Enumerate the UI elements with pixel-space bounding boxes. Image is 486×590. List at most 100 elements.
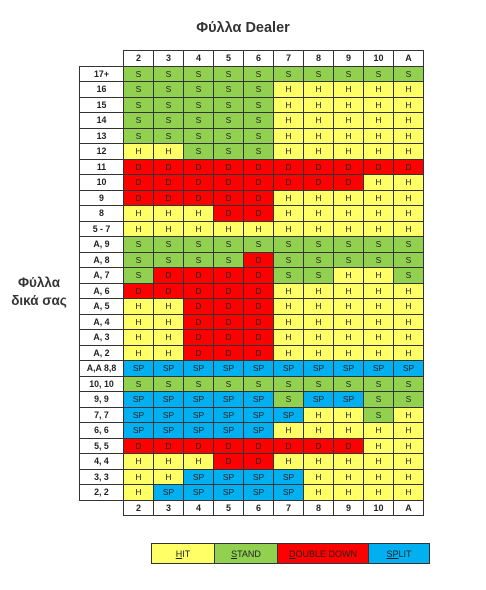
- action-cell: H: [303, 205, 334, 222]
- action-cell: SP: [213, 422, 244, 439]
- action-cell: S: [243, 143, 274, 160]
- action-cell: D: [273, 158, 304, 175]
- action-cell: H: [333, 267, 364, 284]
- action-cell: S: [363, 236, 394, 253]
- action-cell: H: [303, 189, 334, 206]
- action-cell: D: [123, 282, 154, 299]
- dealer-footer-card: 6: [243, 499, 274, 516]
- action-cell: H: [153, 313, 184, 330]
- action-cell: H: [213, 220, 244, 237]
- action-cell: SP: [213, 391, 244, 408]
- action-cell: H: [273, 298, 304, 315]
- action-cell: H: [363, 298, 394, 315]
- side-label-line-2: δικά σας: [11, 293, 67, 308]
- action-cell: H: [153, 298, 184, 315]
- action-cell: D: [273, 174, 304, 191]
- action-cell: H: [273, 143, 304, 160]
- action-cell: D: [213, 313, 244, 330]
- action-cell: S: [183, 65, 214, 82]
- action-cell: S: [213, 65, 244, 82]
- action-cell: SP: [153, 484, 184, 501]
- action-cell: SP: [273, 484, 304, 501]
- action-cell: H: [363, 143, 394, 160]
- action-cell: D: [333, 158, 364, 175]
- action-cell: H: [333, 282, 364, 299]
- action-cell: SP: [153, 422, 184, 439]
- action-cell: S: [123, 65, 154, 82]
- action-cell: H: [333, 127, 364, 144]
- action-cell: H: [363, 96, 394, 113]
- action-cell: S: [153, 96, 184, 113]
- table-row: 7, 7 SP SP SP SP SP SP H H S H: [79, 406, 424, 423]
- legend-item-label: IT: [182, 548, 191, 559]
- action-cell: S: [303, 251, 334, 268]
- action-cell: S: [183, 96, 214, 113]
- action-cell: SP: [273, 360, 304, 377]
- action-cell: S: [303, 267, 334, 284]
- action-cell: S: [213, 143, 244, 160]
- table-row: 3, 3 H H SP SP SP SP H H H H: [79, 468, 424, 485]
- action-cell: H: [393, 112, 424, 129]
- table-row: 10, 10 S S S S S S S S S S: [79, 375, 424, 392]
- action-cell: H: [363, 174, 394, 191]
- action-cell: H: [333, 453, 364, 470]
- action-cell: D: [123, 189, 154, 206]
- action-cell: S: [363, 375, 394, 392]
- action-cell: SP: [123, 422, 154, 439]
- action-cell: SP: [363, 360, 394, 377]
- dealer-header-corner: [80, 51, 124, 67]
- dealer-header-card: 10: [363, 50, 394, 67]
- action-cell: H: [333, 484, 364, 501]
- action-cell: S: [363, 406, 394, 423]
- action-cell: S: [273, 251, 304, 268]
- table-row: A,A 8,8 SP SP SP SP SP SP SP SP SP SP: [79, 360, 424, 377]
- action-cell: SP: [183, 484, 214, 501]
- dealer-footer-card: 5: [213, 499, 244, 516]
- action-cell: S: [273, 391, 304, 408]
- action-cell: SP: [183, 406, 214, 423]
- action-cell: H: [363, 437, 394, 454]
- hand-label: 2, 2: [79, 484, 124, 501]
- action-cell: S: [183, 127, 214, 144]
- action-cell: S: [153, 127, 184, 144]
- action-cell: D: [243, 205, 274, 222]
- action-cell: SP: [273, 406, 304, 423]
- action-cell: D: [183, 329, 214, 346]
- action-cell: S: [123, 251, 154, 268]
- action-cell: H: [363, 422, 394, 439]
- action-cell: H: [333, 96, 364, 113]
- action-cell: S: [183, 236, 214, 253]
- side-label-line-1: Φύλλα: [17, 275, 61, 290]
- action-cell: S: [213, 96, 244, 113]
- action-cell: S: [213, 112, 244, 129]
- action-cell: H: [393, 127, 424, 144]
- legend-item-key: D: [288, 548, 296, 559]
- action-cell: S: [363, 65, 394, 82]
- action-cell: SP: [213, 484, 244, 501]
- action-cell: H: [273, 344, 304, 361]
- action-cell: H: [273, 127, 304, 144]
- action-cell: H: [303, 468, 334, 485]
- action-cell: S: [243, 96, 274, 113]
- action-cell: D: [303, 174, 334, 191]
- hand-label: 8: [79, 205, 124, 222]
- action-cell: H: [303, 313, 334, 330]
- action-cell: D: [243, 437, 274, 454]
- action-cell: D: [153, 267, 184, 284]
- action-cell: H: [273, 282, 304, 299]
- action-cell: D: [243, 298, 274, 315]
- hand-label: A, 7: [79, 267, 124, 284]
- hand-label: 15: [79, 96, 124, 113]
- action-cell: H: [273, 112, 304, 129]
- action-cell: S: [393, 391, 424, 408]
- action-cell: H: [393, 205, 424, 222]
- action-cell: S: [333, 251, 364, 268]
- legend: HIT STAND DOUBLE DOWN SPLIT: [151, 543, 430, 564]
- action-cell: H: [303, 143, 334, 160]
- action-cell: S: [213, 127, 244, 144]
- action-cell: H: [153, 329, 184, 346]
- action-cell: D: [213, 174, 244, 191]
